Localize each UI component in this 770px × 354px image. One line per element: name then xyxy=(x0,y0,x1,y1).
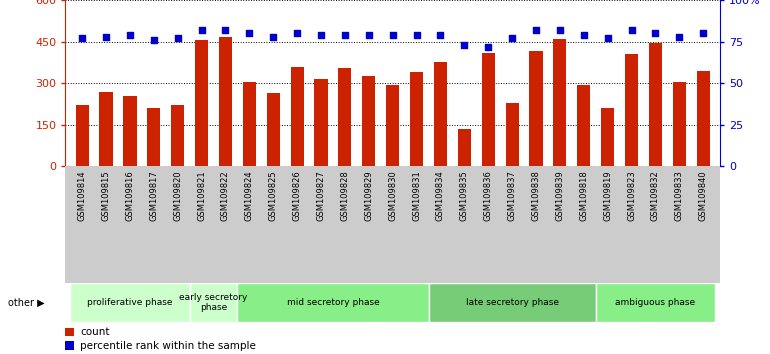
Text: early secretory
phase: early secretory phase xyxy=(179,293,248,312)
Bar xyxy=(673,82,686,166)
Bar xyxy=(189,283,237,322)
Text: GSM109839: GSM109839 xyxy=(555,170,564,221)
Point xyxy=(673,34,685,39)
Text: GSM109824: GSM109824 xyxy=(245,170,254,221)
Text: percentile rank within the sample: percentile rank within the sample xyxy=(80,341,256,351)
Bar xyxy=(482,53,495,166)
Point xyxy=(219,27,232,33)
Text: GSM109817: GSM109817 xyxy=(149,170,159,221)
Bar xyxy=(290,67,303,166)
Bar xyxy=(147,108,160,166)
Point xyxy=(410,32,423,38)
Point xyxy=(363,32,375,38)
Text: ambiguous phase: ambiguous phase xyxy=(615,298,695,307)
Text: GSM109820: GSM109820 xyxy=(173,170,182,221)
Bar xyxy=(195,40,208,166)
Bar xyxy=(429,283,596,322)
Text: GSM109836: GSM109836 xyxy=(484,170,493,221)
Text: count: count xyxy=(80,327,109,337)
Point xyxy=(76,35,89,41)
Point xyxy=(482,44,494,50)
Bar xyxy=(65,341,74,350)
Point xyxy=(243,30,256,36)
Point xyxy=(196,27,208,33)
Text: GSM109816: GSM109816 xyxy=(126,170,135,221)
Bar xyxy=(506,103,519,166)
Point xyxy=(506,35,518,41)
Text: GSM109835: GSM109835 xyxy=(460,170,469,221)
Text: GSM109828: GSM109828 xyxy=(340,170,350,221)
Text: GSM109818: GSM109818 xyxy=(579,170,588,221)
Bar xyxy=(123,96,136,166)
Text: GSM109840: GSM109840 xyxy=(698,170,708,221)
Bar xyxy=(601,108,614,166)
Bar xyxy=(649,43,662,166)
Point xyxy=(124,32,136,38)
Text: GSM109827: GSM109827 xyxy=(316,170,326,221)
Point xyxy=(315,32,327,38)
Bar xyxy=(578,85,591,166)
Bar xyxy=(75,105,89,166)
Point xyxy=(530,27,542,33)
Text: GSM109832: GSM109832 xyxy=(651,170,660,221)
Text: proliferative phase: proliferative phase xyxy=(87,298,172,307)
Point xyxy=(554,27,566,33)
Point xyxy=(649,30,661,36)
Bar xyxy=(243,82,256,166)
Text: GSM109822: GSM109822 xyxy=(221,170,230,221)
Point xyxy=(625,27,638,33)
Text: GSM109830: GSM109830 xyxy=(388,170,397,221)
Bar xyxy=(625,54,638,166)
Bar xyxy=(697,71,710,166)
Text: GSM109826: GSM109826 xyxy=(293,170,302,221)
Bar xyxy=(386,85,400,166)
Text: GSM109837: GSM109837 xyxy=(507,170,517,221)
Text: GSM109814: GSM109814 xyxy=(78,170,87,221)
Text: late secretory phase: late secretory phase xyxy=(466,298,558,307)
Point xyxy=(267,34,280,39)
Bar xyxy=(314,79,327,166)
Bar xyxy=(338,68,351,166)
Bar xyxy=(530,51,543,166)
Bar xyxy=(171,105,184,166)
Bar xyxy=(99,92,112,166)
Bar xyxy=(596,283,715,322)
Text: GSM109815: GSM109815 xyxy=(102,170,111,221)
Bar xyxy=(362,76,376,166)
Point xyxy=(601,35,614,41)
Point xyxy=(434,32,447,38)
Text: GSM109829: GSM109829 xyxy=(364,170,373,221)
Text: other ▶: other ▶ xyxy=(8,298,45,308)
Text: GSM109825: GSM109825 xyxy=(269,170,278,221)
Point xyxy=(578,32,590,38)
Point xyxy=(697,30,709,36)
Text: mid secretory phase: mid secretory phase xyxy=(286,298,380,307)
Bar xyxy=(219,38,232,166)
Point xyxy=(458,42,470,48)
Bar xyxy=(266,93,280,166)
Point xyxy=(291,30,303,36)
Point xyxy=(100,34,112,39)
Text: GSM109838: GSM109838 xyxy=(531,170,541,221)
Point xyxy=(387,32,399,38)
Bar xyxy=(410,72,424,166)
Point xyxy=(172,35,184,41)
Text: GSM109833: GSM109833 xyxy=(675,170,684,221)
Bar xyxy=(65,328,74,336)
Text: GSM109831: GSM109831 xyxy=(412,170,421,221)
Bar xyxy=(554,39,567,166)
Text: GSM109834: GSM109834 xyxy=(436,170,445,221)
Text: GSM109821: GSM109821 xyxy=(197,170,206,221)
Bar xyxy=(70,283,189,322)
Bar xyxy=(237,283,429,322)
Text: GSM109823: GSM109823 xyxy=(627,170,636,221)
Bar xyxy=(434,62,447,166)
Bar xyxy=(458,129,471,166)
Point xyxy=(339,32,351,38)
Text: GSM109819: GSM109819 xyxy=(603,170,612,221)
Point xyxy=(148,37,160,43)
